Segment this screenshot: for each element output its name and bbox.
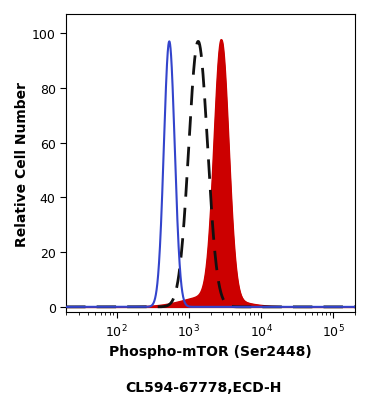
X-axis label: Phospho-mTOR (Ser2448): Phospho-mTOR (Ser2448): [109, 344, 312, 358]
Y-axis label: Relative Cell Number: Relative Cell Number: [15, 81, 29, 246]
Text: CL594-67778,ECD-H: CL594-67778,ECD-H: [125, 380, 282, 394]
